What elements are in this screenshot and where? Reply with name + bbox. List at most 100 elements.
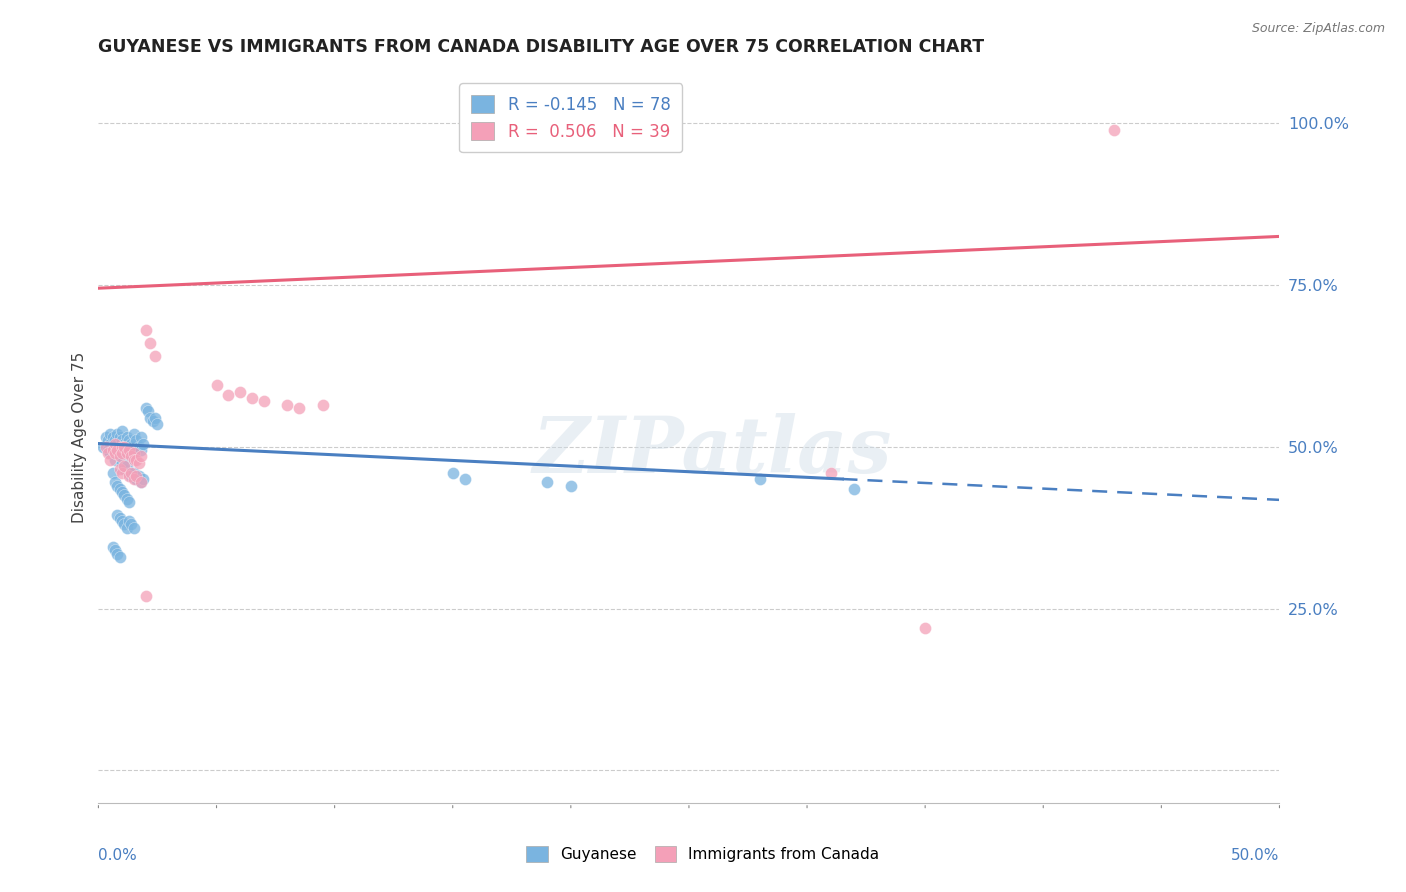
Point bbox=[121, 469, 143, 483]
Point bbox=[91, 440, 114, 454]
Point bbox=[122, 426, 145, 441]
Point bbox=[108, 450, 131, 464]
Point bbox=[104, 543, 127, 558]
Point bbox=[112, 440, 135, 454]
Point bbox=[105, 436, 128, 450]
Point bbox=[118, 443, 141, 458]
Point bbox=[101, 441, 124, 455]
Point bbox=[97, 446, 120, 460]
Point bbox=[143, 349, 166, 363]
Point bbox=[101, 466, 124, 480]
Point bbox=[104, 452, 127, 467]
Text: ZIPatlas: ZIPatlas bbox=[533, 414, 893, 490]
Point bbox=[101, 540, 124, 554]
Point bbox=[125, 469, 148, 483]
Point bbox=[112, 517, 135, 532]
Point bbox=[139, 336, 162, 351]
Point bbox=[115, 450, 138, 464]
Point bbox=[128, 456, 150, 470]
Point bbox=[143, 410, 166, 425]
Point bbox=[111, 485, 134, 500]
Point bbox=[205, 378, 228, 392]
Point bbox=[118, 495, 141, 509]
Point bbox=[125, 434, 148, 448]
Point bbox=[98, 436, 121, 450]
Point bbox=[441, 466, 464, 480]
Point bbox=[276, 398, 298, 412]
Point bbox=[111, 434, 134, 448]
Point bbox=[312, 398, 335, 412]
Point bbox=[121, 466, 143, 480]
Point bbox=[104, 436, 127, 450]
Point bbox=[108, 430, 131, 444]
Point bbox=[288, 401, 311, 415]
Point bbox=[105, 443, 128, 458]
Point bbox=[104, 475, 127, 490]
Point bbox=[136, 404, 159, 418]
Point bbox=[112, 462, 135, 476]
Point bbox=[111, 456, 134, 470]
Point bbox=[121, 450, 143, 464]
Point bbox=[129, 450, 152, 464]
Point bbox=[132, 472, 155, 486]
Point bbox=[125, 452, 148, 467]
Legend: R = -0.145   N = 78, R =  0.506   N = 39: R = -0.145 N = 78, R = 0.506 N = 39 bbox=[460, 83, 682, 153]
Point bbox=[111, 443, 134, 458]
Point bbox=[108, 482, 131, 496]
Point bbox=[115, 521, 138, 535]
Point bbox=[121, 436, 143, 450]
Point bbox=[105, 547, 128, 561]
Point bbox=[748, 472, 770, 486]
Point bbox=[105, 508, 128, 522]
Point bbox=[111, 466, 134, 480]
Point bbox=[240, 391, 263, 405]
Point bbox=[142, 414, 165, 428]
Point bbox=[122, 472, 145, 486]
Point bbox=[105, 478, 128, 492]
Y-axis label: Disability Age Over 75: Disability Age Over 75 bbox=[72, 351, 87, 523]
Point bbox=[112, 488, 135, 502]
Point bbox=[129, 475, 152, 490]
Point bbox=[108, 511, 131, 525]
Point bbox=[132, 436, 155, 450]
Point bbox=[844, 482, 866, 496]
Point bbox=[104, 434, 127, 448]
Text: 50.0%: 50.0% bbox=[1232, 848, 1279, 863]
Legend: Guyanese, Immigrants from Canada: Guyanese, Immigrants from Canada bbox=[520, 839, 886, 868]
Point bbox=[820, 466, 842, 480]
Point bbox=[129, 443, 152, 458]
Text: GUYANESE VS IMMIGRANTS FROM CANADA DISABILITY AGE OVER 75 CORRELATION CHART: GUYANESE VS IMMIGRANTS FROM CANADA DISAB… bbox=[98, 38, 984, 56]
Point bbox=[118, 469, 141, 483]
Point bbox=[122, 446, 145, 460]
Point bbox=[97, 443, 120, 458]
Point bbox=[101, 430, 124, 444]
Text: Source: ZipAtlas.com: Source: ZipAtlas.com bbox=[1251, 22, 1385, 36]
Point bbox=[118, 443, 141, 458]
Point bbox=[105, 426, 128, 441]
Point bbox=[1102, 122, 1125, 136]
Point bbox=[108, 549, 131, 564]
Point bbox=[111, 440, 134, 454]
Point bbox=[217, 388, 239, 402]
Point bbox=[122, 521, 145, 535]
Point bbox=[118, 514, 141, 528]
Point bbox=[122, 436, 145, 450]
Point bbox=[122, 452, 145, 467]
Point bbox=[914, 621, 936, 635]
Point bbox=[560, 478, 582, 492]
Point bbox=[115, 440, 138, 454]
Point bbox=[115, 430, 138, 444]
Point bbox=[94, 440, 117, 454]
Point bbox=[135, 401, 157, 415]
Point bbox=[111, 446, 134, 460]
Point bbox=[104, 446, 127, 460]
Point bbox=[115, 446, 138, 460]
Point bbox=[98, 446, 121, 460]
Point bbox=[112, 446, 135, 460]
Point bbox=[105, 446, 128, 460]
Point bbox=[112, 436, 135, 450]
Point bbox=[115, 491, 138, 506]
Point bbox=[94, 430, 117, 444]
Point bbox=[128, 469, 150, 483]
Point bbox=[146, 417, 169, 431]
